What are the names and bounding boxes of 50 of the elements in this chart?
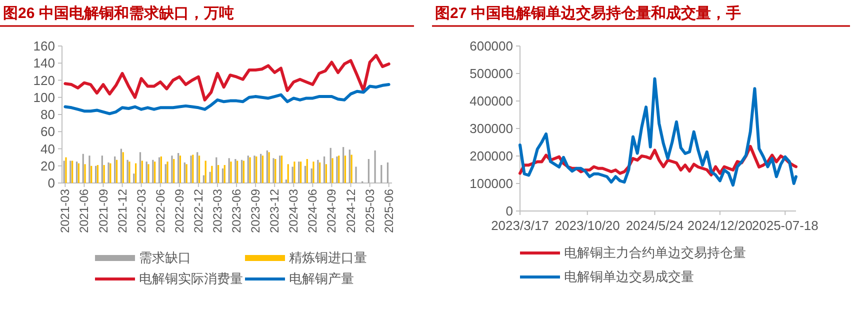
x-tick-label: 2024/12/20 <box>687 218 752 233</box>
x-tick-label: 2025-03 <box>362 188 377 234</box>
y-tick-label: 300000 <box>470 121 513 136</box>
y-tick-label: 120 <box>33 72 55 88</box>
line-series <box>64 83 390 116</box>
x-tick-label: 2023/3/17 <box>491 218 549 233</box>
y-tick-label: 140 <box>33 56 55 71</box>
x-tick-label: 2025-06 <box>382 188 396 234</box>
chart-title: 图27 中国电解铜单边交易持仓量和成交量，手 <box>435 4 741 22</box>
x-tick-label: 2022-06 <box>153 188 168 234</box>
legend-label: 精炼铜进口量 <box>289 250 367 265</box>
legend-label: 电解铜单边交易成交量 <box>564 269 694 284</box>
y-tick-label: 100000 <box>470 176 513 191</box>
y-tick-label: 0 <box>48 176 55 190</box>
x-tick-label: 2022-12 <box>191 188 206 234</box>
x-tick-label: 2024-03 <box>286 188 301 234</box>
x-tick-label: 2023-03 <box>210 188 224 234</box>
y-tick-label: 40 <box>40 141 55 156</box>
line-series <box>64 54 390 102</box>
y-tick-label: 20 <box>40 158 55 174</box>
x-tick-label: 2022-03 <box>134 188 148 234</box>
legend-label: 电解铜主力合约单边交易持仓量 <box>564 245 746 260</box>
x-tick-label: 2023-09 <box>248 188 263 234</box>
x-tick-label: 2023/10/20 <box>554 218 620 233</box>
chart-title: 图26 中国电解铜和需求缺口，万吨 <box>3 5 234 22</box>
x-tick-label: 2021-03 <box>58 188 72 234</box>
y-tick-label: 600000 <box>470 38 513 54</box>
y-tick-label: 500000 <box>470 66 513 81</box>
x-tick-label: 2024-12 <box>344 188 358 234</box>
x-tick-label: 2022-09 <box>172 188 186 234</box>
x-tick-label: 2021-06 <box>77 188 92 234</box>
y-tick-label: 160 <box>33 38 55 54</box>
x-tick-label: 2023-06 <box>230 188 244 234</box>
legend-label: 需求缺口 <box>139 250 191 265</box>
line-series <box>518 77 798 187</box>
y-tick-label: 80 <box>40 107 55 122</box>
y-tick-label: 0 <box>506 204 513 218</box>
y-tick-label: 60 <box>40 124 55 140</box>
x-tick-label: 2024-06 <box>306 188 320 234</box>
legend-label: 电解铜实际消费量 <box>139 271 243 286</box>
x-tick-label: 2024/5/24 <box>626 218 684 233</box>
y-tick-label: 200000 <box>470 148 513 164</box>
x-tick-label: 2023-12 <box>268 188 282 234</box>
legend-label: 电解铜产量 <box>289 271 354 286</box>
y-tick-label: 400000 <box>470 94 513 108</box>
y-tick-label: 100 <box>33 90 55 105</box>
x-tick-label: 2021-12 <box>115 188 130 234</box>
x-tick-label: 2024-09 <box>324 188 339 234</box>
x-tick-label: 2021-09 <box>96 188 110 234</box>
x-tick-label: 2025-07-18 <box>752 218 818 233</box>
